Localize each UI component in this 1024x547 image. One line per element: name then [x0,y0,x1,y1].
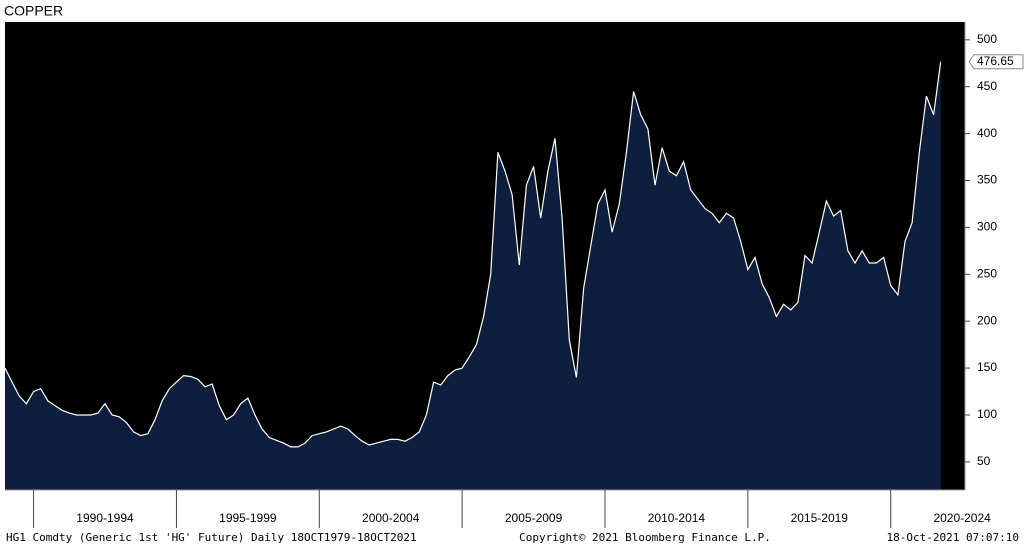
area [5,61,941,490]
x-tick-label: 1995-1999 [219,511,277,525]
y-tick-label: 50 [977,454,991,468]
x-tick-label: 2020-2024 [933,511,991,525]
y-tick-label: 150 [977,360,997,374]
y-tick-label: 350 [977,173,997,187]
y-tick-label: 100 [977,407,997,421]
y-tick-label: 250 [977,266,997,280]
x-tick-label: 2000-2004 [362,511,420,525]
footer-center: Copyright© 2021 Bloomberg Finance L.P. [519,531,771,544]
y-tick-label: 200 [977,313,997,327]
x-tick-label: 1990-1994 [76,511,134,525]
last-value-marker [968,54,1024,70]
x-tick-label: 2005-2009 [505,511,563,525]
y-tick-label: 400 [977,126,997,140]
footer-left: HG1 Comdty (Generic 1st 'HG' Future) Dai… [6,531,417,544]
y-tick-label: 500 [977,32,997,46]
x-tick-label: 2015-2019 [791,511,849,525]
x-tick-label: 2010-2014 [648,511,706,525]
footer-right: 18-Oct-2021 07:07:10 [887,531,1019,544]
chart-title: COPPER [4,3,63,19]
line [4,61,942,448]
y-tick-label: 300 [977,220,997,234]
y-tick-label: 450 [977,79,997,93]
last-value-label: 476.65 [977,54,1014,68]
